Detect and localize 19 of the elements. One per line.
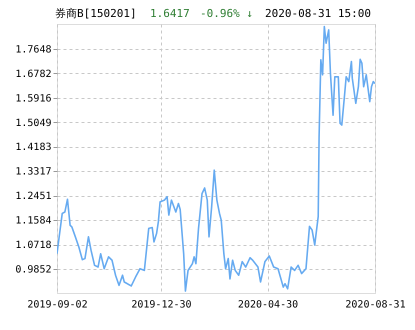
y-tick-label: 1.7648 — [15, 44, 52, 56]
y-tick-label: 0.9852 — [15, 264, 52, 276]
x-tick-label: 2020-08-31 — [345, 300, 406, 310]
y-tick-label: 1.0718 — [15, 240, 52, 252]
y-tick-label: 1.5049 — [15, 118, 52, 129]
x-tick-label: 2020-04-30 — [238, 300, 298, 310]
text: 1.6417 — [150, 7, 190, 20]
y-tick-label: 1.4183 — [15, 142, 52, 154]
y-tick-label: 1.2451 — [15, 191, 52, 202]
x-tick-label: 2019-09-02 — [27, 300, 88, 310]
text: 2020-08-31 15:00 — [265, 7, 371, 20]
chart-title: 券商B[150201] — [55, 7, 137, 20]
y-tick-label: 1.3317 — [15, 166, 52, 178]
y-tick-label: 1.6782 — [15, 68, 52, 80]
x-tick-label: 2019-12-30 — [131, 300, 192, 310]
y-tick-label: 1.5916 — [15, 93, 52, 104]
text: -0.96% ↓ — [200, 7, 253, 20]
line-series — [57, 26, 375, 292]
y-tick-label: 1.1584 — [15, 216, 52, 227]
